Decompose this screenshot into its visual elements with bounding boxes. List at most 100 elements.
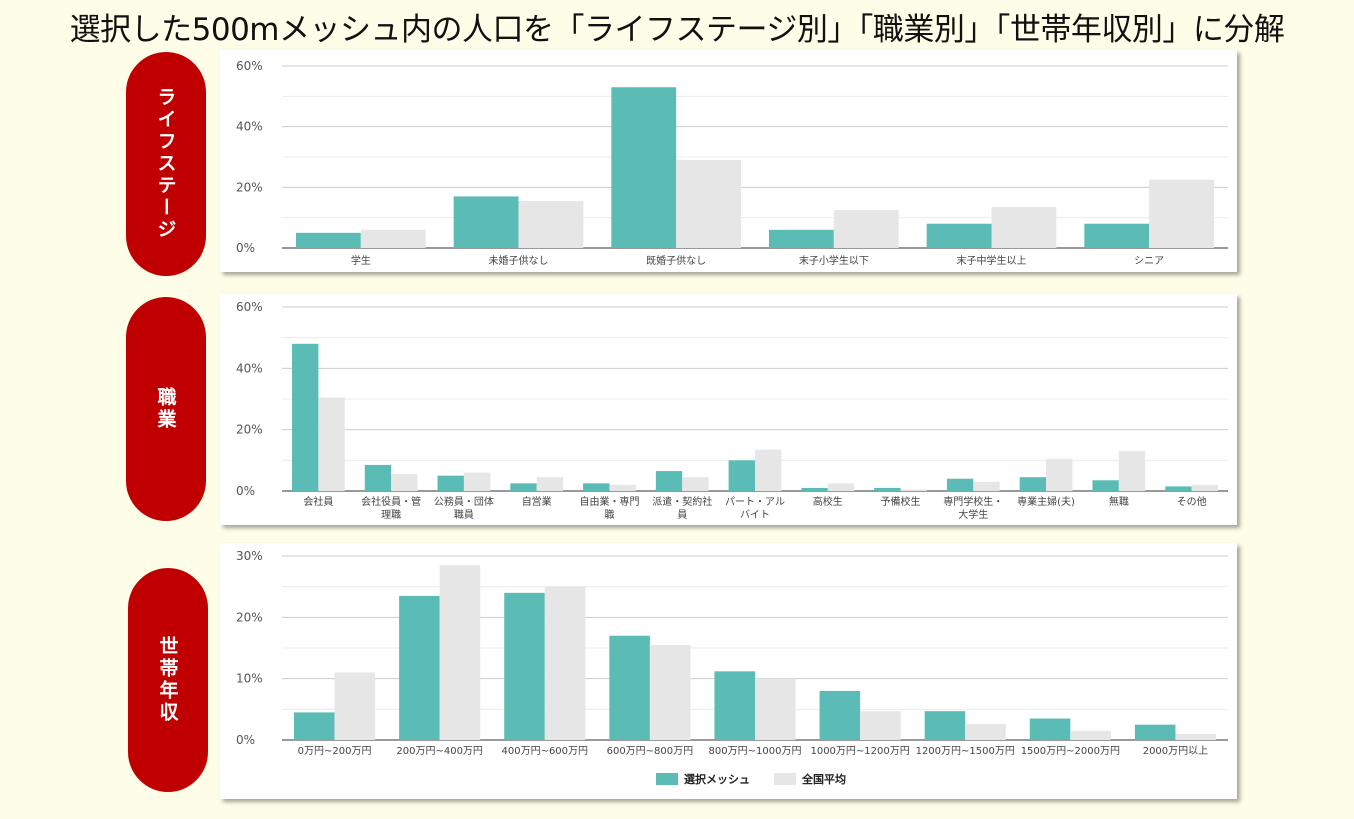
x-category-label: 会社役員・管 — [361, 495, 421, 508]
x-category-label: 会社員 — [303, 495, 333, 508]
bar-selected-mesh — [1019, 477, 1047, 491]
x-category-label: 予備校生 — [881, 495, 921, 508]
y-tick-label: 20% — [236, 423, 263, 437]
x-category-label: 末子小学生以下 — [799, 254, 869, 267]
x-category-label: その他 — [1177, 495, 1207, 508]
x-category-label: 専門学校生・ — [943, 495, 1003, 508]
x-category-label: 1200万円~1500万円 — [916, 746, 1015, 757]
bar-national-average — [1070, 730, 1111, 740]
bar-selected-mesh — [769, 229, 834, 248]
bar-selected-mesh — [1029, 718, 1071, 740]
bar-national-average — [860, 711, 901, 740]
bar-national-average — [755, 678, 796, 740]
bar-selected-mesh — [504, 592, 545, 740]
bar-national-average — [1175, 733, 1216, 740]
bar-national-average — [518, 200, 584, 248]
x-category-label: 0万円~200万円 — [298, 746, 372, 757]
bar-national-average — [536, 477, 564, 491]
bar-national-average — [1118, 451, 1146, 491]
x-category-label: シニア — [1134, 256, 1164, 267]
bar-selected-mesh — [583, 483, 610, 491]
y-tick-label: 10% — [236, 672, 263, 686]
bar-selected-mesh — [453, 196, 519, 248]
x-category-label: 自由業・専門 — [579, 495, 639, 508]
bar-selected-mesh — [946, 478, 974, 491]
x-category-label: 600万円~800万円 — [607, 746, 694, 757]
legend-label-national: 全国平均 — [802, 773, 846, 786]
bar-national-average — [360, 229, 426, 248]
y-tick-label: 20% — [236, 610, 263, 624]
bar-selected-mesh — [819, 690, 861, 740]
y-tick-label: 20% — [236, 180, 263, 194]
y-tick-label: 0% — [236, 241, 255, 255]
x-category-label: 職員 — [454, 509, 474, 521]
bar-national-average — [1046, 458, 1073, 491]
side-label-text: 職業 — [154, 387, 177, 431]
bar-national-average — [973, 481, 1000, 491]
x-category-label: 自営業 — [522, 495, 552, 508]
side-label-text: ライフステージ — [154, 87, 177, 241]
bar-national-average — [391, 474, 418, 491]
chart-panel-occupation: 0% 20% 40% 60% 会社員 会社役員・管 理職 公務員・団体 職員 自営業 自由業・専門職… — [220, 294, 1237, 525]
bar-national-average — [991, 207, 1057, 248]
x-category-label: 派遣・契約社 — [652, 495, 712, 508]
legend-label-selected: 選択メッシュ — [684, 773, 750, 786]
bar-national-average — [609, 484, 636, 491]
bar-national-average — [676, 160, 741, 248]
chart-panel-household-income: 0% 10% 20% 30% 0万円~200万円 200万円~400万円 400万円~600… — [220, 543, 1237, 799]
bar-national-average — [318, 397, 345, 491]
bar-selected-mesh — [399, 595, 440, 740]
x-category-label: 1500万円~2000万円 — [1021, 746, 1120, 757]
y-tick-label: 0% — [236, 733, 255, 747]
bar-national-average — [544, 586, 586, 740]
bar-selected-mesh — [510, 483, 537, 491]
bar-national-average — [463, 472, 491, 491]
bar-national-average — [900, 489, 927, 491]
x-category-label: 800万円~1000万円 — [709, 746, 802, 757]
bar-national-average — [827, 483, 855, 491]
bar-selected-mesh — [609, 635, 650, 740]
bar-national-average — [1191, 484, 1218, 491]
bar-selected-mesh — [296, 232, 361, 248]
side-label-occupation: 職業 — [126, 297, 206, 521]
y-tick-label: 0% — [236, 484, 255, 498]
chart-life-stage: 0% 20% 40% 60% 学生 未婚子供なし 既婚子供なし 末子小学生以下 末子中学生以上 シ… — [236, 59, 1228, 267]
chart-household-income: 0% 10% 20% 30% 0万円~200万円 200万円~400万円 400万円~600… — [236, 549, 1228, 757]
y-tick-label: 30% — [236, 549, 263, 563]
bar-selected-mesh — [1134, 724, 1176, 740]
legend-item-selected: 選択メッシュ — [656, 771, 750, 787]
bar-national-average — [334, 672, 376, 740]
bar-selected-mesh — [1092, 480, 1119, 491]
side-label-text: 世帯年収 — [156, 636, 179, 724]
bar-selected-mesh — [655, 471, 683, 491]
x-category-label: 400万円~600万円 — [501, 746, 588, 757]
x-category-label: 200万円~400万円 — [396, 746, 483, 757]
x-category-label: バイト — [740, 509, 770, 521]
x-category-label: 公務員・団体 — [434, 495, 494, 508]
bar-selected-mesh — [437, 475, 464, 491]
y-tick-label: 40% — [236, 361, 263, 375]
x-category-label: 専業主婦(夫) — [1017, 495, 1075, 508]
y-tick-label: 60% — [236, 59, 263, 73]
x-category-label: 無職 — [1109, 495, 1129, 508]
bar-selected-mesh — [611, 87, 677, 248]
bar-selected-mesh — [801, 487, 828, 491]
x-category-label: 職 — [604, 509, 614, 521]
bar-selected-mesh — [1165, 486, 1192, 491]
x-category-label: 理職 — [381, 509, 401, 521]
side-label-life-stage: ライフステージ — [126, 52, 206, 276]
bar-selected-mesh — [1084, 223, 1150, 248]
x-category-label: パート・アル — [725, 496, 785, 508]
bar-selected-mesh — [364, 464, 392, 491]
chart-legend: 選択メッシュ 全国平均 — [656, 771, 862, 787]
page-title: 選択した500mメッシュ内の人口を「ライフステージ別」「職業別」「世帯年収別」に… — [69, 12, 1285, 48]
bar-selected-mesh — [294, 712, 335, 740]
bar-national-average — [1149, 179, 1214, 248]
legend-swatch-selected — [656, 773, 678, 785]
legend-swatch-national — [774, 773, 796, 785]
bar-selected-mesh — [714, 671, 755, 740]
x-category-label: 2000万円以上 — [1143, 745, 1208, 757]
bar-national-average — [755, 449, 782, 491]
legend-item-national: 全国平均 — [774, 771, 846, 787]
